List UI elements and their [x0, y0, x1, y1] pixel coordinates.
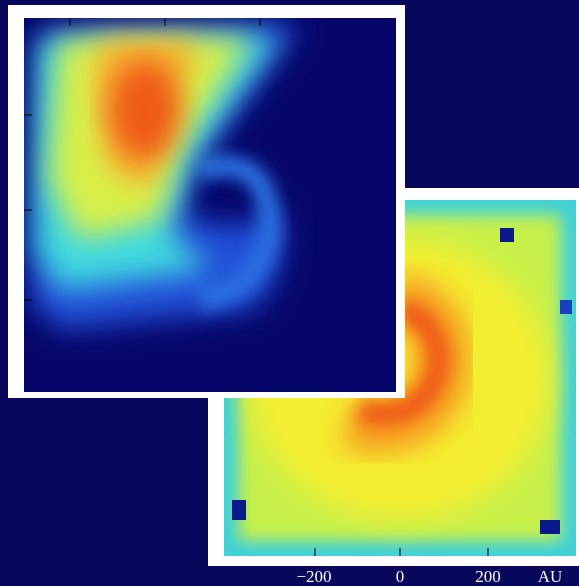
x-tick-label: −200: [296, 567, 331, 586]
axis-unit: AU: [538, 567, 563, 586]
upper-panel: [8, 5, 405, 398]
x-tick-label: 200: [475, 567, 501, 586]
heatmap: [24, 18, 396, 392]
x-tick-label: 0: [396, 567, 405, 586]
